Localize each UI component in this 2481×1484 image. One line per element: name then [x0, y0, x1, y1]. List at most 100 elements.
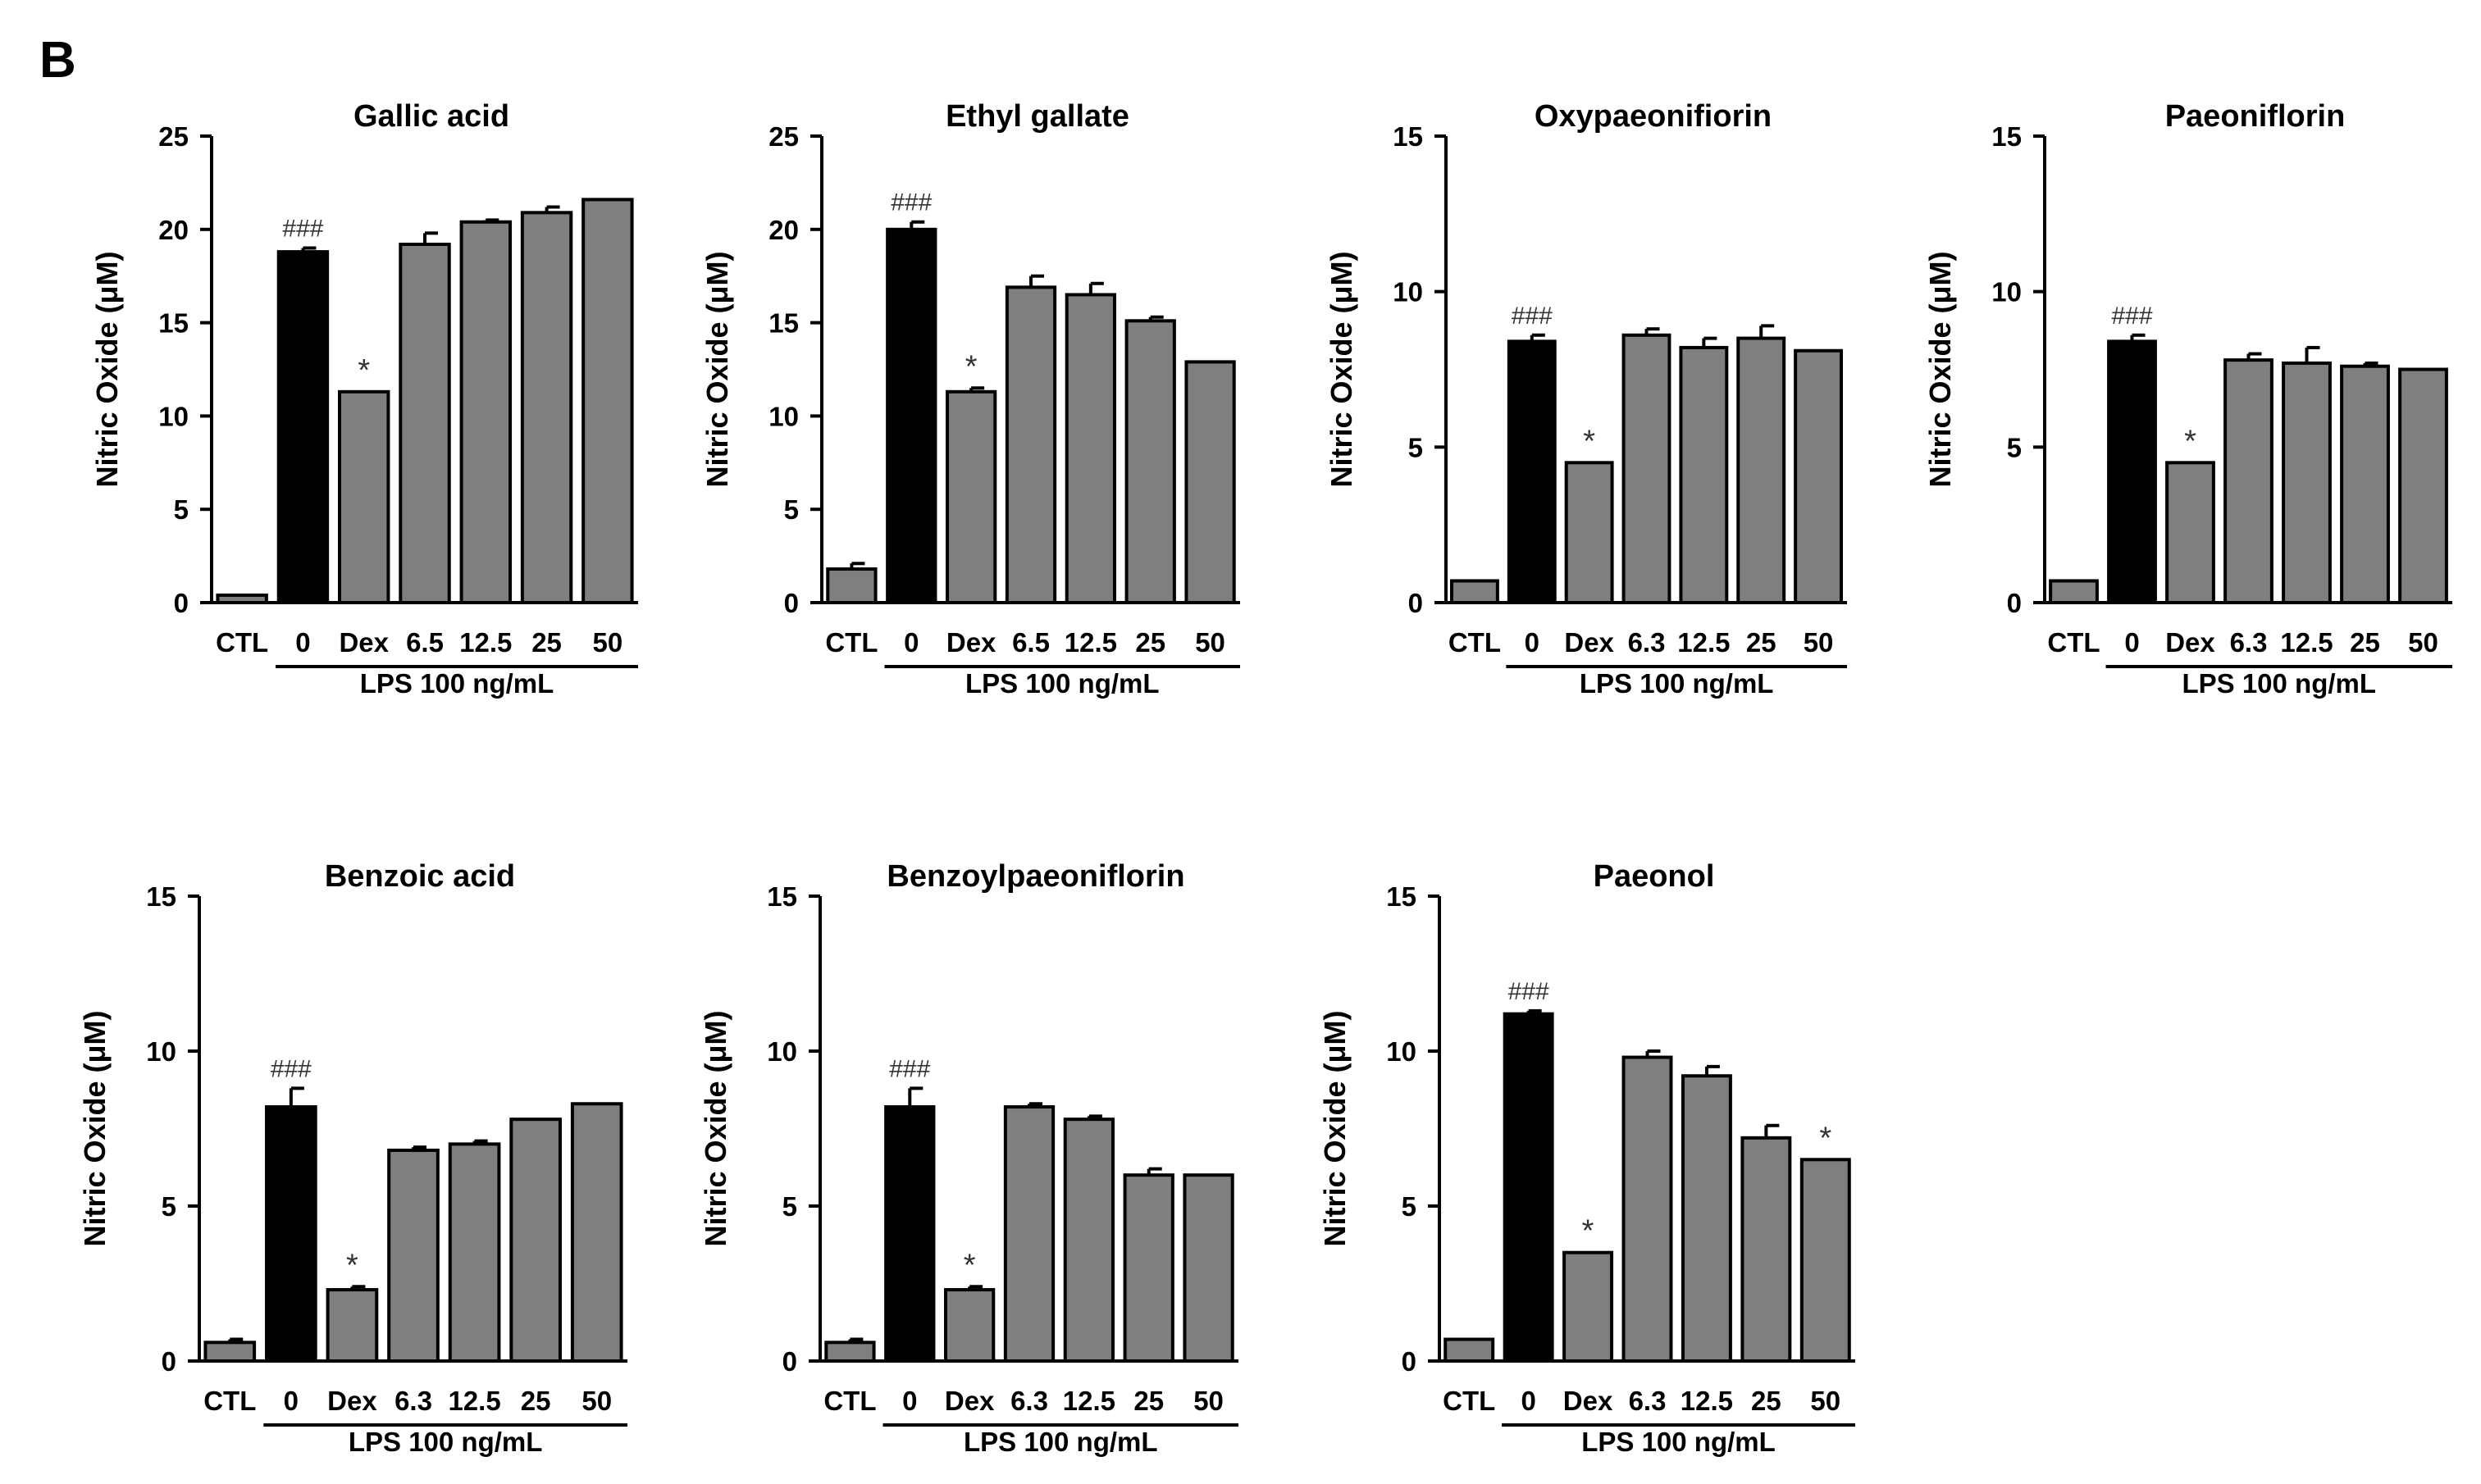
- y-tick-label: 15: [1393, 121, 1423, 152]
- y-tick-label: 15: [768, 308, 799, 339]
- x-tick-label: 0: [902, 1386, 917, 1416]
- x-tick-label: CTL: [203, 1386, 256, 1416]
- bar-Dex: [1564, 461, 1614, 604]
- x-tick-label: 6.3: [1628, 627, 1666, 658]
- bar-CTL: [216, 593, 268, 604]
- x-tick-label: 0: [2124, 627, 2139, 658]
- bar-CTL: [2049, 579, 2099, 604]
- bar-CTL: [1449, 579, 1499, 604]
- y-axis-label: Nitric Oxide (μM): [700, 251, 734, 487]
- y-tick-label: 20: [768, 215, 799, 245]
- bar-12.5: [1065, 293, 1116, 604]
- y-tick-label: 5: [162, 1191, 176, 1222]
- x-tick-label: 25: [531, 627, 562, 658]
- chart-panel-2: Ethyl gallate Nitric Oxide (μM) 0 5 10 15 20 25…: [700, 99, 1240, 699]
- x-tick-label: 0: [284, 1386, 299, 1416]
- significance-marker: *: [964, 1248, 976, 1282]
- y-tick-label: 5: [1408, 432, 1423, 462]
- x-tick-label: 25: [1135, 627, 1165, 658]
- y-tick-label: 0: [784, 588, 799, 618]
- x-tick-label: Dex: [327, 1386, 377, 1416]
- bar-0: [276, 250, 330, 604]
- chart-panel-7: Paeonol Nitric Oxide (μM) 0 5 10 15 CTL ### 0 * De…: [1318, 859, 1855, 1457]
- x-tick-label: 12.5: [2280, 627, 2333, 658]
- x-tick-label: Dex: [946, 627, 997, 658]
- bar-6.5: [399, 243, 451, 604]
- y-tick-label: 10: [158, 401, 189, 431]
- x-tick-label: 12.5: [1681, 1386, 1733, 1416]
- y-tick-label: 5: [2007, 432, 2022, 462]
- bar-12.5: [448, 1142, 501, 1363]
- bar-6.3: [1003, 1105, 1056, 1363]
- group-label: LPS 100 ng/mL: [2182, 668, 2376, 699]
- bar-0: [886, 227, 937, 604]
- chart-title: Benzoic acid: [325, 859, 515, 894]
- bar-50: [581, 198, 634, 604]
- bar-CTL: [824, 1341, 876, 1363]
- bar-0: [884, 1105, 936, 1363]
- y-axis-label: Nitric Oxide (μM): [90, 251, 124, 487]
- y-tick-label: 10: [1386, 1036, 1416, 1067]
- y-tick-label: 15: [767, 881, 797, 912]
- y-tick-label: 0: [1408, 588, 1423, 618]
- x-tick-label: 25: [1746, 627, 1776, 658]
- bar-0: [1503, 1012, 1554, 1363]
- y-tick-label: 5: [782, 1191, 797, 1222]
- y-tick-label: 0: [2007, 588, 2022, 618]
- x-tick-label: 25: [1751, 1386, 1781, 1416]
- x-tick-label: 12.5: [448, 1386, 500, 1416]
- group-label: LPS 100 ng/mL: [360, 668, 554, 699]
- bar-50: [570, 1102, 623, 1363]
- significance-marker: *: [358, 353, 370, 388]
- y-tick-label: 20: [158, 215, 189, 245]
- x-tick-label: 50: [592, 627, 623, 658]
- bar-CTL: [1443, 1337, 1495, 1363]
- x-tick-label: 0: [904, 627, 919, 658]
- chart-panel-4: Paeoniflorin Nitric Oxide (μM) 0 5 10 15 CTL ##…: [1923, 99, 2452, 699]
- x-tick-label: 6.3: [1629, 1386, 1667, 1416]
- chart-title: Paeonol: [1594, 859, 1715, 894]
- chart-title: Oxypaeonifiorin: [1535, 99, 1772, 134]
- x-tick-label: 50: [2408, 627, 2438, 658]
- bar-Dex: [946, 389, 997, 604]
- chart-title: Gallic acid: [353, 99, 509, 134]
- y-axis-label: Nitric Oxide (μM): [1325, 251, 1358, 487]
- group-label: LPS 100 ng/mL: [1580, 668, 1774, 699]
- y-axis-label: Nitric Oxide (μM): [1923, 251, 1957, 487]
- bar-12.5: [1681, 1074, 1732, 1363]
- y-tick-label: 25: [768, 121, 799, 152]
- y-tick-label: 10: [1393, 277, 1423, 307]
- bar-CTL: [826, 567, 878, 604]
- x-tick-label: 6.3: [2230, 627, 2268, 658]
- panel-label: B: [39, 32, 76, 89]
- significance-marker: *: [965, 349, 978, 384]
- bar-6.3: [2223, 358, 2273, 604]
- y-tick-label: 15: [146, 881, 176, 912]
- chart-panel-3: Oxypaeonifiorin Nitric Oxide (μM) 0 5 10 15 CT…: [1325, 99, 1847, 699]
- significance-marker: *: [1583, 424, 1595, 458]
- bar-12.5: [459, 220, 512, 604]
- chart-panel-6: Benzoylpaeoniflorin Nitric Oxide (μM) 0 5 10…: [699, 859, 1238, 1457]
- x-tick-label: Dex: [339, 627, 389, 658]
- x-tick-label: 12.5: [1065, 627, 1117, 658]
- bar-0: [1507, 339, 1557, 604]
- y-tick-label: 10: [768, 401, 799, 431]
- x-tick-label: CTL: [216, 627, 268, 658]
- y-axis-label: Nitric Oxide (μM): [699, 1010, 732, 1246]
- x-tick-label: CTL: [825, 627, 878, 658]
- x-tick-label: 12.5: [459, 627, 512, 658]
- y-tick-label: 5: [1402, 1191, 1416, 1222]
- chart-title: Ethyl gallate: [946, 99, 1129, 134]
- bar-25: [1124, 319, 1176, 604]
- group-label: LPS 100 ng/mL: [965, 668, 1160, 699]
- x-tick-label: Dex: [1563, 1386, 1613, 1416]
- bar-50: [1183, 1173, 1234, 1363]
- y-tick-label: 25: [158, 121, 189, 152]
- chart-title: Benzoylpaeoniflorin: [887, 859, 1184, 894]
- bar-Dex: [944, 1288, 996, 1363]
- bar-50: [1799, 1158, 1851, 1363]
- y-tick-label: 5: [784, 494, 799, 525]
- x-tick-label: 0: [295, 627, 310, 658]
- significance-marker: ###: [271, 1055, 312, 1082]
